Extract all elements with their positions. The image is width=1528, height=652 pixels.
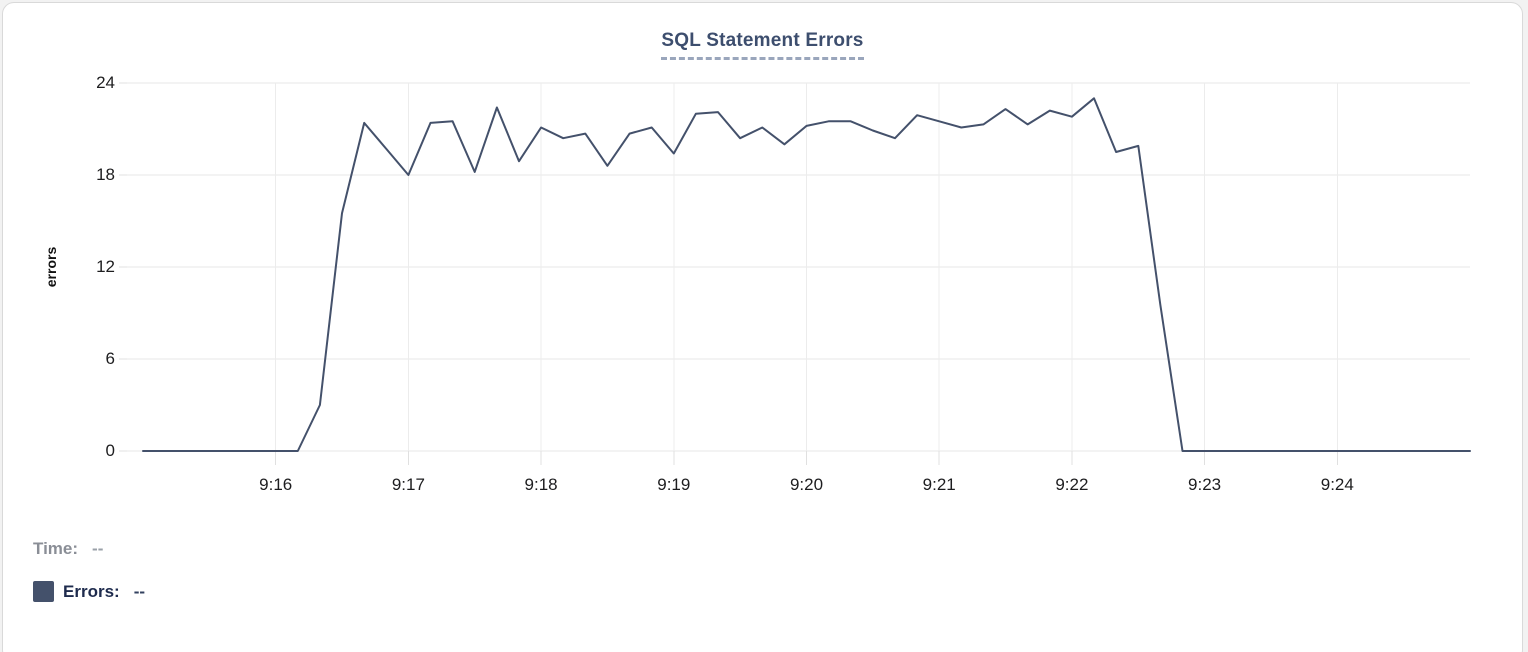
- errors-series-swatch-icon: [33, 581, 54, 602]
- x-tick-label: 9:16: [259, 475, 293, 494]
- y-tick-label: 24: [96, 73, 115, 92]
- x-tick-label: 9:24: [1320, 475, 1354, 494]
- x-tick-label: 9:23: [1188, 475, 1222, 494]
- y-tick-label: 12: [96, 257, 115, 276]
- legend-errors-row[interactable]: Errors: --: [33, 581, 145, 602]
- y-tick-label: 18: [96, 165, 115, 184]
- legend-errors-label: Errors:: [63, 581, 120, 601]
- x-tick-label: 9:17: [391, 475, 425, 494]
- tooltip-time-label: Time:: [33, 539, 79, 558]
- x-tick-label: 9:19: [657, 475, 691, 494]
- tooltip-time-value: --: [92, 539, 104, 558]
- x-tick-label: 9:22: [1055, 475, 1089, 494]
- x-tick-label: 9:21: [922, 475, 956, 494]
- chart-title[interactable]: SQL Statement Errors: [661, 30, 864, 60]
- line-chart-plot-area[interactable]: [3, 3, 1524, 651]
- legend-errors-value: --: [133, 581, 146, 601]
- chart-header: SQL Statement Errors: [3, 30, 1522, 60]
- tooltip-time-row: Time: --: [33, 539, 103, 559]
- y-tick-label: 6: [105, 349, 115, 368]
- y-tick-label: 0: [105, 441, 115, 460]
- errors-series-line: [142, 97, 1471, 452]
- x-tick-label: 9:20: [789, 475, 824, 494]
- x-tick-label: 9:18: [524, 475, 558, 494]
